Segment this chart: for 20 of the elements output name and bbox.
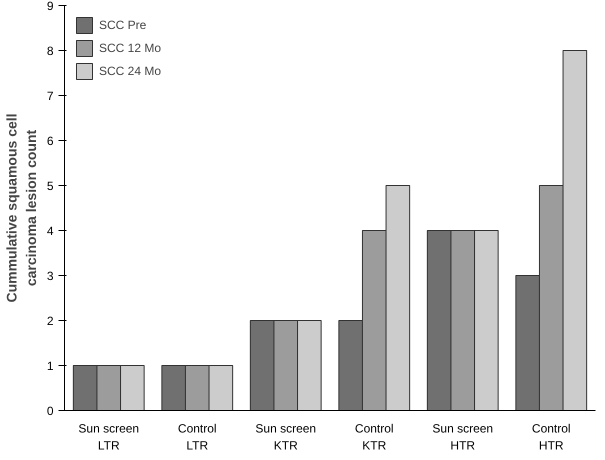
y-tick-label: 9	[46, 0, 54, 13]
legend-label: SCC Pre	[99, 18, 146, 32]
legend-label: SCC 24 Mo	[99, 64, 162, 78]
x-tick-label: Control KTR	[354, 422, 394, 452]
x-tick-label: Sun screen HTR	[432, 422, 494, 452]
y-tick-label: 4	[46, 224, 54, 238]
y-tick-label: 3	[46, 269, 54, 283]
y-tick-label: 6	[46, 134, 54, 148]
x-tick-label: Control LTR	[178, 422, 217, 452]
y-tick-label: 0	[46, 404, 54, 418]
x-tick-label: Control HTR	[532, 422, 571, 452]
y-tick-label: 1	[46, 359, 54, 373]
y-tick-label: 8	[46, 44, 54, 58]
y-axis-title: Cummulative squamous cell carcinoma lesion count	[4, 113, 39, 303]
x-tick-label: Sun screen KTR	[255, 422, 316, 452]
y-tick-label: 2	[46, 314, 54, 328]
y-tick-label: 7	[46, 89, 54, 103]
y-tick-label: 5	[46, 179, 54, 193]
x-tick-label: Sun screen LTR	[78, 422, 140, 452]
legend-label: SCC 12 Mo	[99, 41, 162, 55]
